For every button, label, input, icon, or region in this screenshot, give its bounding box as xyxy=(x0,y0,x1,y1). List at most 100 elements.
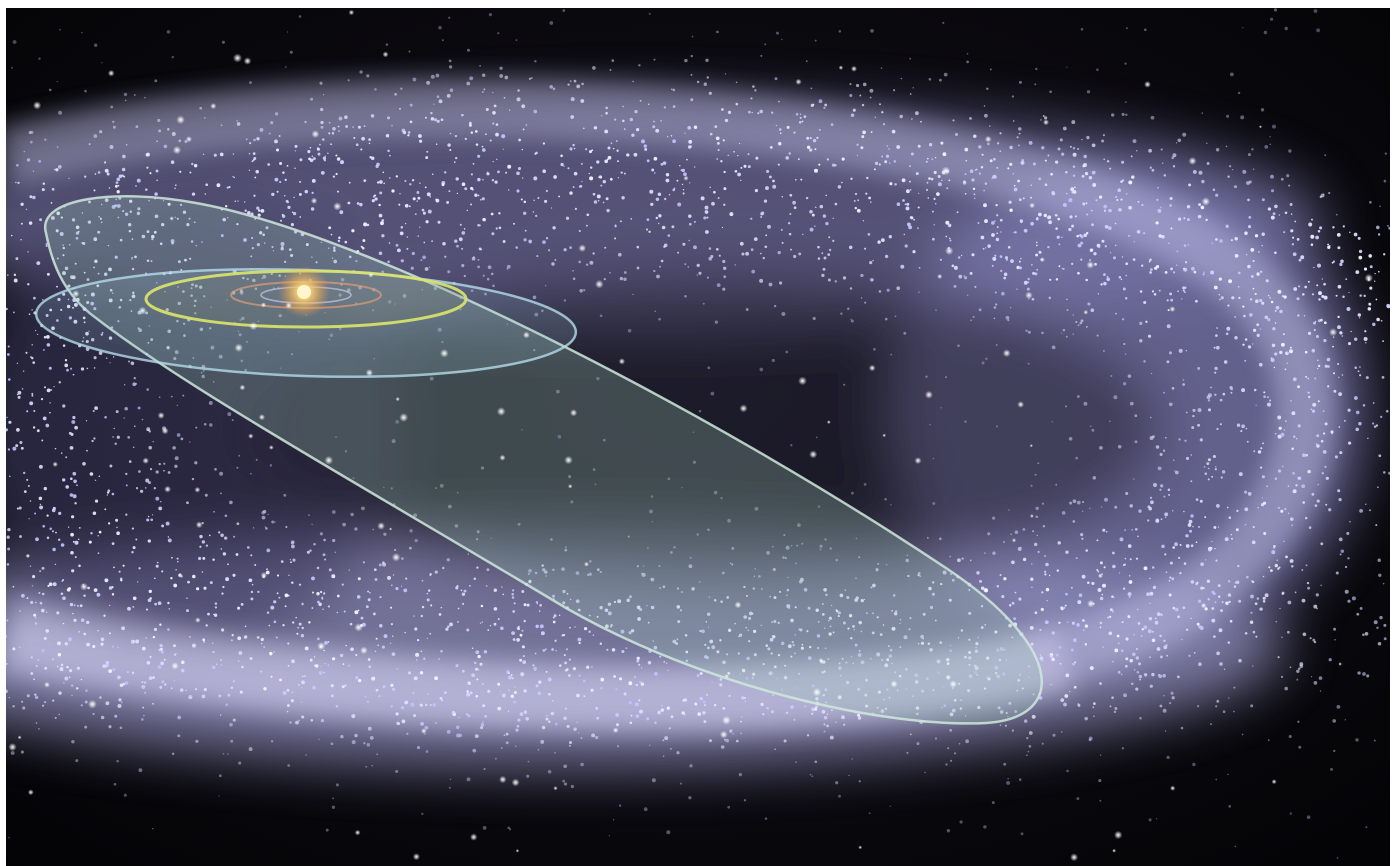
cloud-particle xyxy=(70,367,73,370)
cloud-particle xyxy=(1244,338,1248,341)
cloud-particle xyxy=(125,143,128,146)
cloud-particle xyxy=(568,674,571,677)
cloud-particle xyxy=(230,686,234,690)
cloud-particle xyxy=(1213,635,1216,638)
cloud-particle xyxy=(537,196,540,200)
cloud-particle xyxy=(606,648,609,652)
cloud-particle xyxy=(113,566,115,569)
cloud-particle xyxy=(946,657,950,662)
cloud-particle xyxy=(212,558,215,561)
cloud-particle xyxy=(218,531,221,534)
cloud-particle xyxy=(1169,292,1173,296)
cloud-particle xyxy=(6,689,8,694)
cloud-particle xyxy=(1121,621,1124,624)
cloud-particle xyxy=(485,133,487,136)
cloud-particle xyxy=(1043,213,1048,218)
cloud-particle xyxy=(599,571,602,574)
cloud-particle xyxy=(862,82,867,87)
cloud-particle xyxy=(86,620,90,625)
cloud-particle xyxy=(684,58,688,63)
cloud-particle xyxy=(347,79,350,82)
cloud-particle xyxy=(404,203,409,208)
cloud-particle xyxy=(915,111,919,116)
cloud-particle xyxy=(1163,391,1166,394)
cloud-particle xyxy=(1284,26,1288,31)
cloud-particle xyxy=(1279,309,1283,314)
cloud-particle xyxy=(1170,691,1174,695)
cloud-particle xyxy=(1271,343,1276,348)
cloud-particle xyxy=(494,180,498,184)
cloud-particle xyxy=(873,168,876,171)
cloud-particle xyxy=(568,744,571,747)
cloud-particle xyxy=(141,684,146,689)
cloud-particle xyxy=(932,581,935,584)
cloud-particle xyxy=(1220,476,1223,479)
cloud-particle xyxy=(1149,416,1152,419)
cloud-particle xyxy=(122,154,126,159)
cloud-particle xyxy=(1369,286,1373,290)
cloud-particle xyxy=(752,587,756,590)
cloud-particle xyxy=(93,134,98,138)
cloud-particle xyxy=(481,145,484,148)
cloud-particle xyxy=(387,260,390,264)
cloud-particle xyxy=(1064,405,1068,408)
cloud-particle xyxy=(545,189,549,193)
cloud-particle xyxy=(455,156,458,160)
cloud-particle xyxy=(1236,509,1239,513)
cloud-particle xyxy=(137,406,141,410)
cloud-particle xyxy=(964,147,969,152)
cloud-particle xyxy=(799,113,802,115)
cloud-particle xyxy=(558,614,561,617)
cloud-particle xyxy=(1182,132,1187,137)
cloud-particle xyxy=(499,66,503,70)
cloud-particle xyxy=(332,175,335,178)
cloud-particle xyxy=(1222,710,1226,713)
cloud-particle xyxy=(1093,715,1095,717)
cloud-particle xyxy=(635,683,639,687)
cloud-particle xyxy=(1369,509,1371,512)
cloud-particle xyxy=(1305,453,1309,457)
cloud-particle xyxy=(709,186,711,188)
cloud-particle xyxy=(841,157,845,161)
bright-star xyxy=(984,135,992,143)
cloud-particle xyxy=(291,691,294,694)
cloud-particle xyxy=(274,112,279,116)
cloud-particle xyxy=(338,130,340,132)
cloud-particle xyxy=(956,211,959,214)
cloud-particle xyxy=(903,233,906,236)
cloud-particle xyxy=(237,606,241,610)
cloud-particle xyxy=(1204,559,1207,561)
cloud-particle xyxy=(20,446,24,450)
cloud-particle xyxy=(18,506,22,510)
cloud-particle xyxy=(70,432,74,436)
cloud-particle xyxy=(406,247,409,250)
cloud-particle xyxy=(480,604,484,608)
cloud-particle xyxy=(1356,612,1360,616)
cloud-particle xyxy=(1385,409,1389,413)
cloud-particle xyxy=(1017,144,1020,147)
cloud-particle xyxy=(354,610,359,615)
cloud-particle xyxy=(486,568,490,572)
cloud-particle xyxy=(399,231,404,236)
cloud-particle xyxy=(1124,62,1127,65)
cloud-particle xyxy=(1170,267,1173,271)
cloud-particle xyxy=(516,724,520,728)
cloud-particle xyxy=(1234,254,1239,258)
cloud-particle xyxy=(1028,676,1030,679)
cloud-particle xyxy=(526,774,530,778)
cloud-particle xyxy=(94,43,98,47)
cloud-particle xyxy=(1378,573,1382,577)
cloud-particle xyxy=(563,764,568,769)
cloud-particle xyxy=(114,184,118,188)
bright-star xyxy=(233,53,242,63)
cloud-particle xyxy=(676,587,680,590)
cloud-particle xyxy=(269,464,273,467)
cloud-particle xyxy=(219,659,223,662)
cloud-particle xyxy=(547,677,552,682)
cloud-particle xyxy=(843,723,846,726)
cloud-particle xyxy=(917,144,921,148)
cloud-particle xyxy=(287,665,290,667)
cloud-particle xyxy=(205,624,208,627)
cloud-particle xyxy=(824,538,827,541)
cloud-particle xyxy=(682,242,686,246)
